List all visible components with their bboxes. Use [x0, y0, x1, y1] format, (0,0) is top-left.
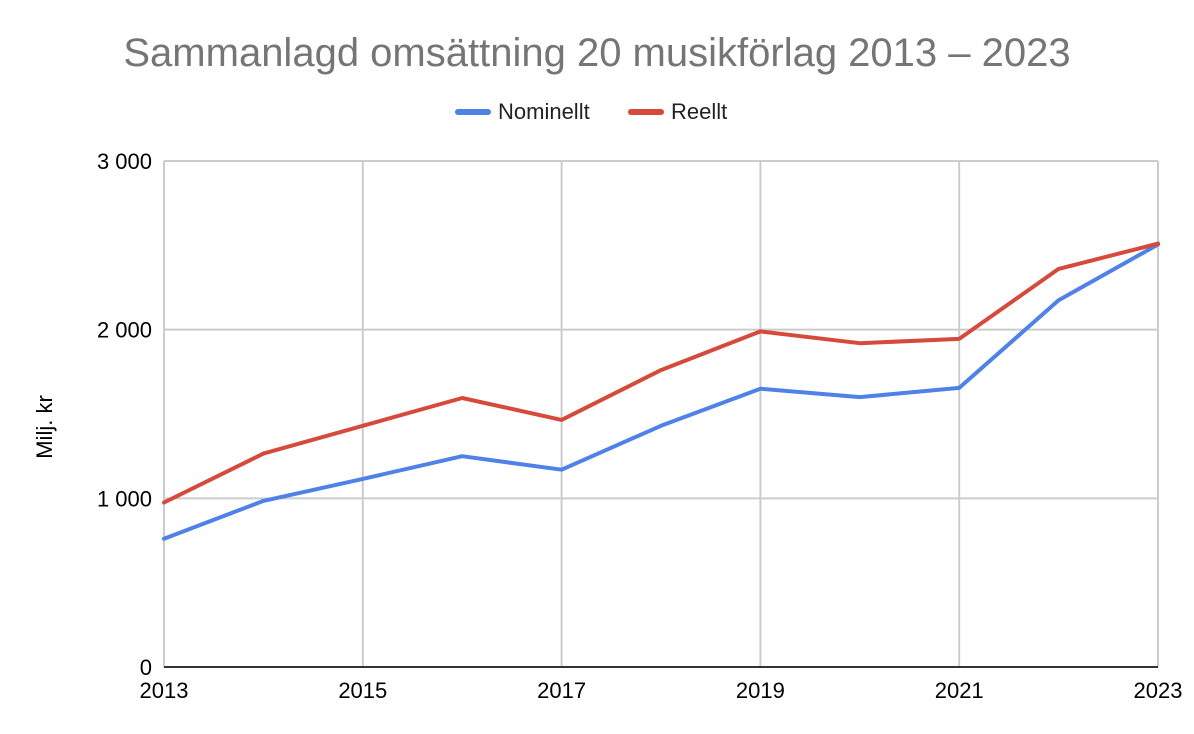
x-tick-label: 2017	[537, 678, 586, 703]
legend-item-nominellt: Nominellt	[455, 99, 590, 124]
series-line-reellt	[162, 241, 1160, 505]
y-axis-tick-labels: 0 1 000 2 000 3 000	[97, 149, 152, 680]
legend-item-reellt: Reellt	[628, 99, 727, 124]
x-tick-label: 2019	[736, 678, 785, 703]
y-tick-label: 0	[140, 655, 152, 680]
chart-title: Sammanlagd omsättning 20 musikförlag 201…	[123, 31, 1070, 75]
y-tick-label: 2 000	[97, 318, 152, 343]
y-tick-label: 3 000	[97, 149, 152, 174]
series-lines	[162, 241, 1160, 541]
x-tick-label: 2013	[140, 678, 189, 703]
y-axis-title: Milj. kr	[32, 395, 57, 459]
x-tick-label: 2021	[935, 678, 984, 703]
legend-label: Reellt	[671, 99, 727, 124]
legend: Nominellt Reellt	[455, 99, 727, 124]
x-tick-label: 2023	[1134, 678, 1183, 703]
vertical-gridlines	[163, 161, 1159, 667]
y-tick-label: 1 000	[97, 486, 152, 511]
horizontal-gridlines	[164, 160, 1158, 500]
series-line-nominellt	[162, 242, 1160, 541]
x-tick-label: 2015	[338, 678, 387, 703]
x-axis-tick-labels: 2013 2015 2017 2019 2021 2023	[140, 678, 1183, 703]
legend-label: Nominellt	[498, 99, 590, 124]
